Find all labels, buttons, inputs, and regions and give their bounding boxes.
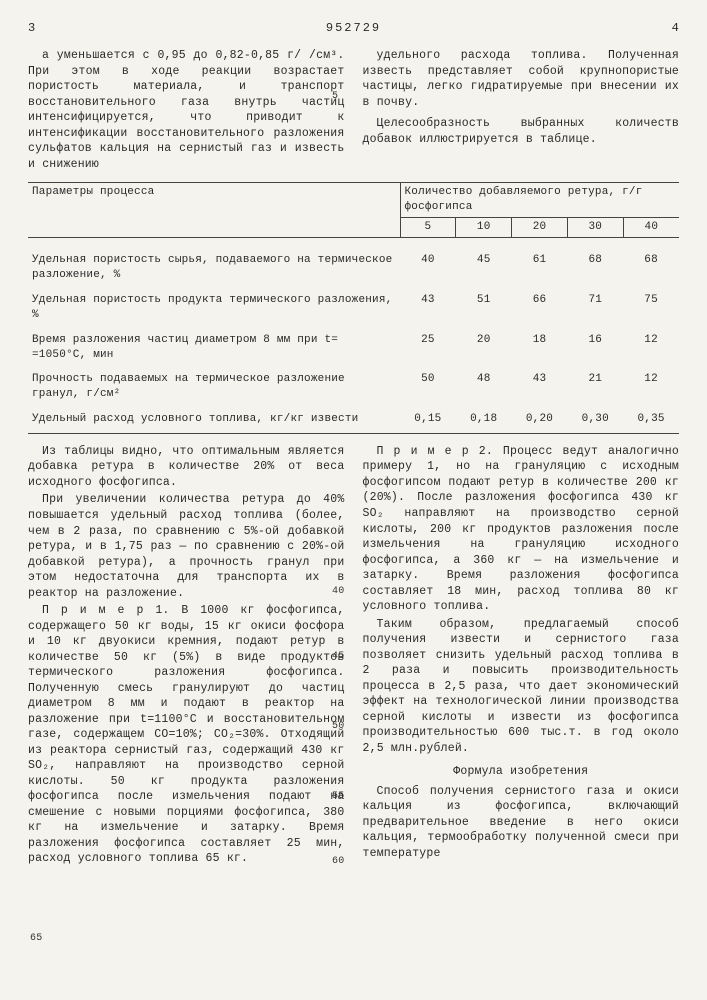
table-row: Время разложения частиц диаметром 8 мм п… (28, 331, 679, 365)
row-val: 48 (456, 370, 512, 404)
line-num-40: 40 (332, 585, 344, 599)
bl-p3: П р и м е р 1. В 1000 кг фосфогипса, сод… (28, 603, 345, 867)
bottom-right-col: П р и м е р 2. Процесс ведут аналогично … (363, 444, 680, 869)
row-val: 0,30 (567, 410, 623, 429)
top-left-col: а уменьшается с 0,95 до 0,82-0,85 г/ /см… (28, 48, 345, 174)
table-col: 30 (567, 218, 623, 238)
row-val: 25 (400, 331, 456, 365)
row-val: 43 (400, 291, 456, 325)
line-num-65: 65 (30, 932, 42, 946)
row-val: 0,20 (512, 410, 568, 429)
row-val: 50 (400, 370, 456, 404)
row-val: 0,35 (623, 410, 679, 429)
table-row: Прочность подаваемых на термическое разл… (28, 370, 679, 404)
table-col: 40 (623, 218, 679, 238)
bl-p2: При увеличении количества ретура до 40% … (28, 492, 345, 601)
row-label: Удельная пористость сырья, подаваемого н… (28, 251, 400, 285)
br-p2: Таким образом, предлагаемый способ получ… (363, 617, 680, 757)
table-col: 20 (512, 218, 568, 238)
br-p1: П р и м е р 2. Процесс ведут аналогично … (363, 444, 680, 615)
top-columns: а уменьшается с 0,95 до 0,82-0,85 г/ /см… (28, 48, 679, 174)
row-val: 68 (567, 251, 623, 285)
row-val: 61 (512, 251, 568, 285)
line-num-55: 55 (332, 790, 344, 804)
row-val: 66 (512, 291, 568, 325)
row-val: 18 (512, 331, 568, 365)
line-num-45: 45 (332, 650, 344, 664)
page-left: 3 (28, 20, 58, 36)
bottom-left-col: Из таблицы видно, что оптимальным являет… (28, 444, 345, 869)
row-val: 75 (623, 291, 679, 325)
row-val: 45 (456, 251, 512, 285)
bottom-columns: Из таблицы видно, что оптимальным являет… (28, 444, 679, 869)
row-val: 71 (567, 291, 623, 325)
top-right-p1: удельного расхода топлива. Полученная из… (363, 48, 680, 110)
line-num-60: 60 (332, 855, 344, 869)
top-right-p2: Целесообразность выбранных количеств доб… (363, 116, 680, 147)
row-val: 12 (623, 370, 679, 404)
top-left-text: а уменьшается с 0,95 до 0,82-0,85 г/ /см… (28, 48, 345, 172)
row-val: 51 (456, 291, 512, 325)
row-val: 40 (400, 251, 456, 285)
table-amount-header: Количество добавляемого ретура, г/г фосф… (400, 183, 679, 218)
table-col: 5 (400, 218, 456, 238)
formula-title: Формула изобретения (363, 764, 680, 780)
page-right: 4 (649, 20, 679, 36)
table-row: Удельный расход условного топлива, кг/кг… (28, 410, 679, 429)
row-val: 0,18 (456, 410, 512, 429)
table-col: 10 (456, 218, 512, 238)
row-label: Удельный расход условного топлива, кг/кг… (28, 410, 400, 429)
line-num-5: 5 (332, 90, 338, 104)
row-val: 21 (567, 370, 623, 404)
row-label: Прочность подаваемых на термическое разл… (28, 370, 400, 404)
row-val: 68 (623, 251, 679, 285)
table-param-header: Параметры процесса (28, 183, 400, 238)
row-val: 12 (623, 331, 679, 365)
table-row: Удельная пористость продукта термическог… (28, 291, 679, 325)
row-label: Время разложения частиц диаметром 8 мм п… (28, 331, 400, 365)
top-right-col: удельного расхода топлива. Полученная из… (363, 48, 680, 174)
row-label: Удельная пористость продукта термическог… (28, 291, 400, 325)
data-table: Параметры процесса Количество добавляемо… (28, 182, 679, 434)
row-val: 0,15 (400, 410, 456, 429)
doc-number: 952729 (58, 20, 649, 36)
row-val: 16 (567, 331, 623, 365)
row-val: 20 (456, 331, 512, 365)
br-p3: Способ получения сернистого газа и окиси… (363, 784, 680, 862)
row-val: 43 (512, 370, 568, 404)
table-row: Удельная пористость сырья, подаваемого н… (28, 251, 679, 285)
line-num-50: 50 (332, 720, 344, 734)
bl-p1: Из таблицы видно, что оптимальным являет… (28, 444, 345, 491)
page-header: 3 952729 4 (28, 20, 679, 36)
